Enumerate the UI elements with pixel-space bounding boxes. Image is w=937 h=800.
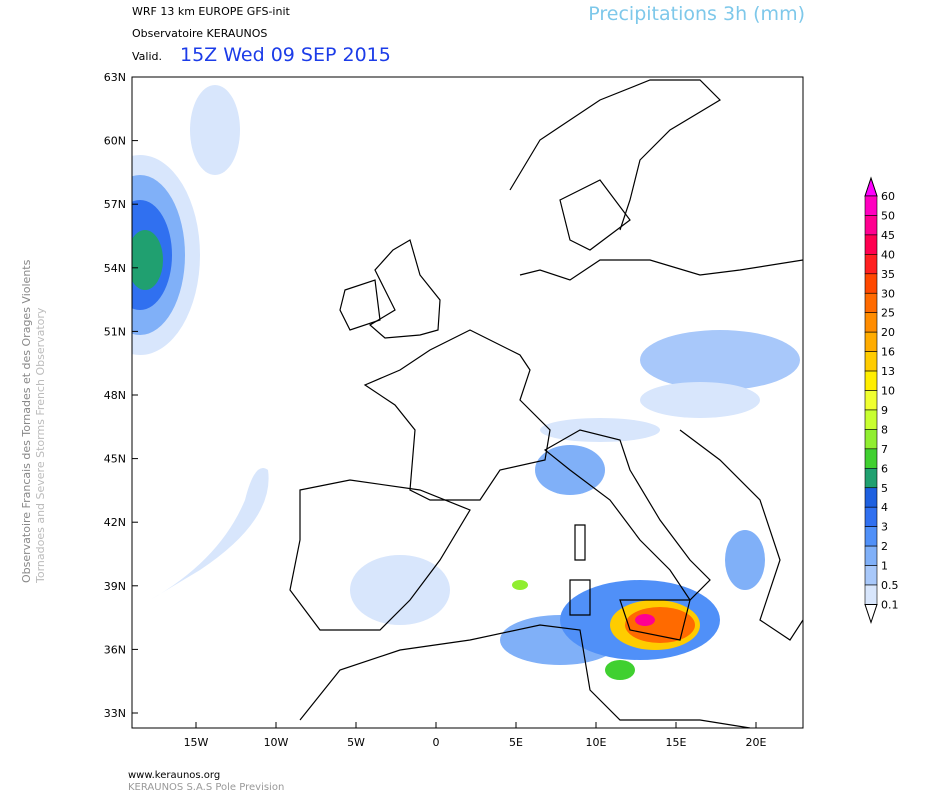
colorbar-label: 45: [881, 229, 895, 242]
colorbar-box: [864, 390, 878, 411]
footer-url: www.keraunos.org: [128, 770, 220, 781]
latitude-label: 36N: [104, 643, 126, 656]
colorbar-label: 2: [881, 540, 888, 553]
colorbar-label: 8: [881, 423, 888, 436]
latitude-label: 54N: [104, 262, 126, 275]
colorbar-label: 50: [881, 209, 895, 222]
colorbar-box: [864, 409, 878, 430]
colorbar-box: [864, 370, 878, 391]
colorbar-box: [864, 506, 878, 527]
colorbar-box: [864, 215, 878, 236]
colorbar-box: [864, 195, 878, 216]
colorbar: 60 50 45 40 35 30 25 20 16 13 10 9 8 7 6 5 4 3 2 1 0.5 0.1: [864, 176, 899, 625]
colorbar-box: [864, 331, 878, 352]
colorbar-label: 3: [881, 521, 888, 534]
latitude-label: 57N: [104, 198, 126, 211]
colorbar-label: 30: [881, 287, 895, 300]
colorbar-box: [864, 273, 878, 294]
colorbar-box: [864, 545, 878, 566]
colorbar-top: [864, 176, 878, 197]
colorbar-label: 4: [881, 501, 888, 514]
colorbar-label: 40: [881, 248, 895, 261]
colorbar-box: [864, 467, 878, 489]
colorbar-box: [864, 351, 878, 372]
latitude-label: 45N: [104, 453, 126, 466]
colorbar-label: 13: [881, 365, 895, 378]
colorbar-label: 20: [881, 326, 895, 339]
colorbar-label: 35: [881, 268, 895, 281]
colorbar-box: [864, 448, 878, 469]
side-text: Tornadoes and Severe Storms French Obser…: [34, 307, 47, 584]
colorbar-box: [864, 487, 878, 508]
side-text: Observatoire Francais des Tornades et de…: [20, 259, 33, 583]
colorbar-label: 0.1: [881, 598, 899, 611]
longitude-label: 15E: [666, 736, 687, 749]
latitude-label: 42N: [104, 516, 126, 529]
colorbar-label: 0.5: [881, 579, 899, 592]
longitude-label: 20E: [746, 736, 767, 749]
latitude-label: 33N: [104, 707, 126, 720]
latitude-label: 63N: [104, 71, 126, 84]
colorbar-label: 7: [881, 443, 888, 456]
colorbar-box: [864, 565, 878, 586]
colorbar-label: 5: [881, 482, 888, 495]
latitude-label: 51N: [104, 325, 126, 338]
organization: Observatoire KERAUNOS: [132, 27, 267, 40]
colorbar-label: 25: [881, 307, 895, 320]
map: [132, 79, 803, 728]
longitude-label: 10E: [586, 736, 607, 749]
colorbar-label: 16: [881, 346, 895, 359]
latitude-label: 60N: [104, 135, 126, 148]
longitude-label: 0: [433, 736, 440, 749]
model-label: WRF 13 km EUROPE GFS-init: [132, 5, 290, 18]
latitude-label: 48N: [104, 389, 126, 402]
colorbar-box: [864, 526, 878, 547]
colorbar-box: [864, 254, 878, 275]
colorbar-label: 60: [881, 190, 895, 203]
longitude-label: 15W: [184, 736, 209, 749]
valid-time: 15Z Wed 09 SEP 2015: [180, 44, 391, 66]
product-title: Precipitations 3h (mm): [588, 3, 805, 25]
colorbar-box: [864, 234, 878, 255]
latitude-label: 39N: [104, 580, 126, 593]
colorbar-label: 1: [881, 560, 888, 573]
colorbar-box: [864, 292, 878, 314]
longitude-label: 5W: [347, 736, 365, 749]
colorbar-box: [864, 429, 878, 450]
colorbar-label: 10: [881, 385, 895, 398]
map-frame: [131, 76, 804, 729]
colorbar-box: [864, 312, 878, 333]
colorbar-label: 9: [881, 404, 888, 417]
longitude-label: 5E: [509, 736, 523, 749]
longitude-label: 10W: [264, 736, 289, 749]
colorbar-label: 6: [881, 462, 888, 475]
colorbar-bottom: [864, 603, 878, 625]
axes: 63N 60N 57N 54N 51N 48N 45N 42N 39N 36N 33N 15W 10W 5…: [104, 71, 767, 749]
valid-prefix: Valid.: [132, 50, 162, 63]
footer-company: KERAUNOS S.A.S Pole Prevision: [128, 782, 284, 793]
colorbar-box: [864, 584, 878, 605]
